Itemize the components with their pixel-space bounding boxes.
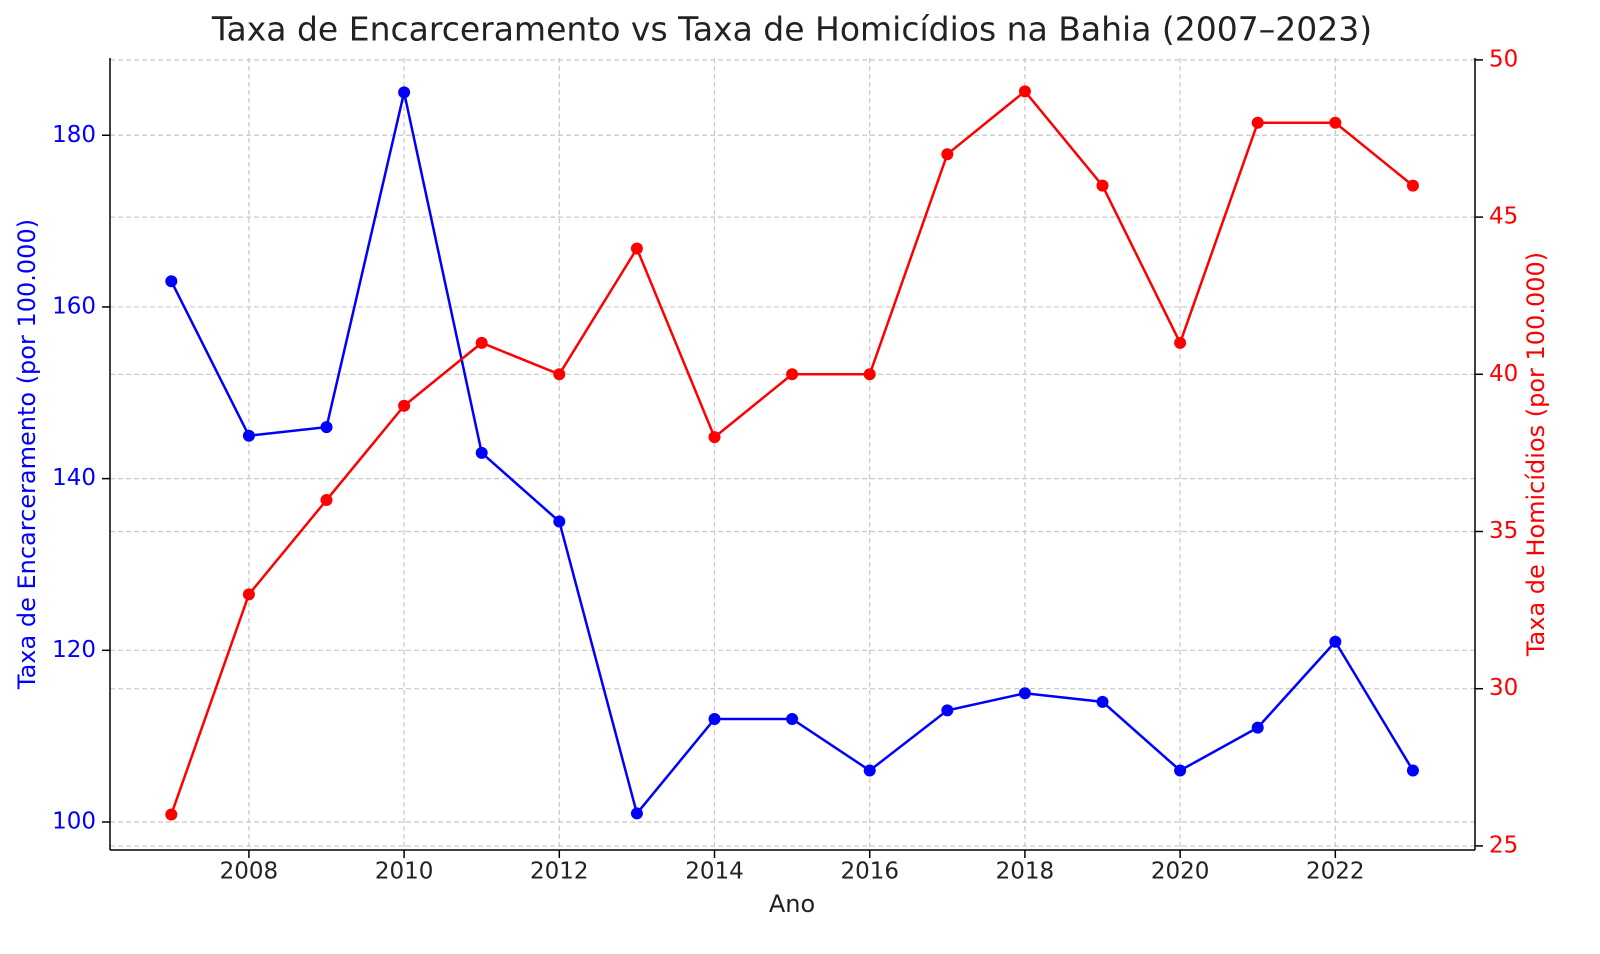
y-tick-label: 100 — [52, 809, 96, 835]
x-tick-label: 2012 — [530, 859, 589, 885]
y-tick-label: 140 — [52, 465, 96, 491]
data-point — [1251, 721, 1264, 734]
data-point — [708, 713, 721, 726]
y-tick-label: 180 — [52, 122, 96, 148]
series-line — [170, 92, 1414, 817]
y2-axis-label: Taxa de Homicídios (por 100.000) — [1522, 252, 1550, 657]
data-point — [1329, 635, 1342, 648]
data-point — [1018, 85, 1031, 98]
data-point — [630, 807, 643, 820]
data-point — [165, 275, 178, 288]
x-axis-label: Ano — [769, 890, 815, 918]
data-point — [1329, 116, 1342, 129]
x-tick-label: 2022 — [1306, 859, 1365, 885]
x-tick-label: 2020 — [1151, 859, 1210, 885]
data-point — [475, 336, 488, 349]
x-tick-label: 2016 — [840, 859, 899, 885]
data-point — [786, 368, 799, 381]
data-point — [320, 494, 333, 507]
data-point — [553, 368, 566, 381]
y2-tick-label: 40 — [1489, 361, 1518, 387]
y2-tick-label: 35 — [1489, 518, 1518, 544]
y-axis-label: Taxa de Encarceramento (por 100.000) — [13, 219, 41, 690]
data-point — [242, 429, 255, 442]
data-point — [165, 808, 178, 821]
data-point — [1406, 179, 1419, 192]
y2-tick-label: 30 — [1489, 675, 1518, 701]
data-point — [553, 515, 566, 528]
x-tick-label: 2018 — [996, 859, 1055, 885]
data-point — [1096, 695, 1109, 708]
x-tick-label: 2008 — [220, 859, 279, 885]
data-point — [863, 764, 876, 777]
data-point — [1174, 336, 1187, 349]
data-point — [398, 399, 411, 412]
x-tick-label: 2010 — [375, 859, 434, 885]
data-point — [1018, 687, 1031, 700]
data-point — [1096, 179, 1109, 192]
data-point — [1174, 764, 1187, 777]
data-point — [941, 148, 954, 161]
data-point — [1251, 116, 1264, 129]
data-point — [786, 713, 799, 726]
data-point — [863, 368, 876, 381]
data-point — [242, 588, 255, 601]
y2-tick-label: 45 — [1489, 204, 1518, 230]
data-point — [708, 431, 721, 444]
y2-tick-label: 50 — [1489, 46, 1518, 72]
data-point — [398, 86, 411, 99]
data-point — [630, 242, 643, 255]
series-line — [170, 89, 1414, 815]
y-tick-label: 120 — [52, 637, 96, 663]
data-point — [320, 421, 333, 434]
data-point — [1406, 764, 1419, 777]
chart-title: Taxa de Encarceramento vs Taxa de Homicí… — [211, 10, 1372, 49]
x-tick-label: 2014 — [685, 859, 744, 885]
y2-tick-label: 25 — [1489, 832, 1518, 858]
y-tick-label: 160 — [52, 293, 96, 319]
data-point — [475, 446, 488, 459]
data-point — [941, 704, 954, 717]
